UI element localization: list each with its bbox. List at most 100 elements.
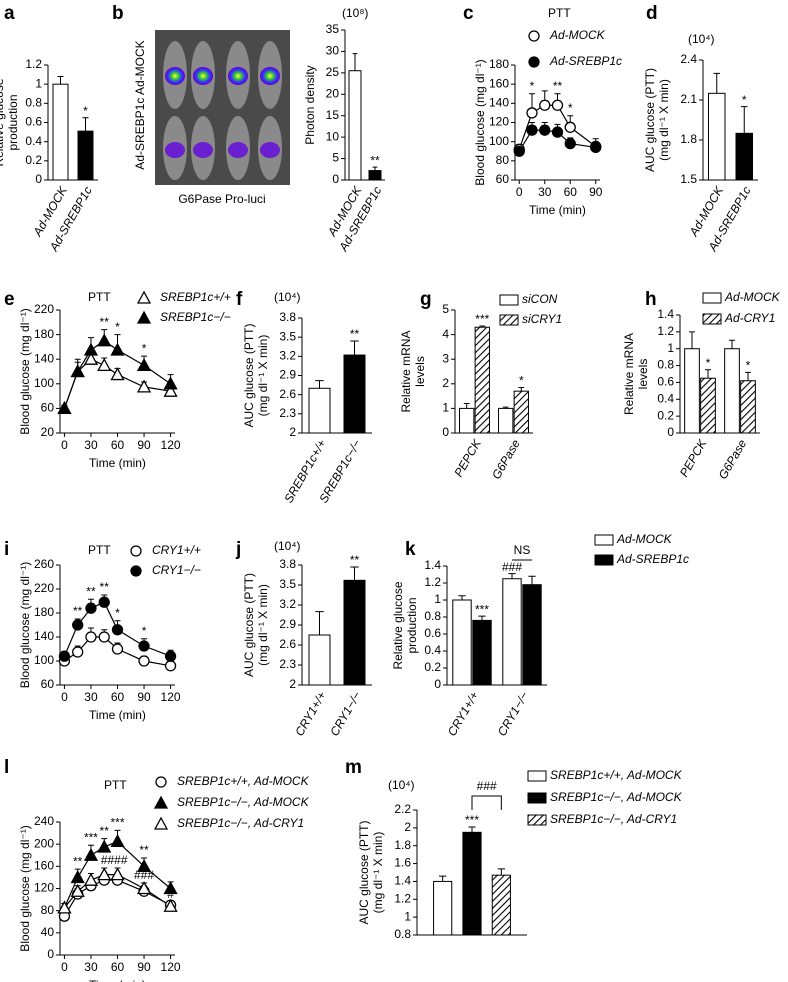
marker <box>83 872 99 886</box>
legend-label: CRY1−/− <box>152 563 201 577</box>
error-bar <box>705 369 711 379</box>
y-tick-label: 2.9 <box>279 368 296 382</box>
legend-marker <box>528 56 540 68</box>
bracket <box>471 795 502 810</box>
marker <box>83 847 99 861</box>
bar <box>452 599 472 686</box>
y-tick-label: 100 <box>34 653 54 667</box>
bar <box>491 874 511 936</box>
x-tick-label: PEPCK <box>451 436 484 479</box>
marker <box>98 631 110 643</box>
bar <box>724 348 740 434</box>
image-side-label: Ad-SREBP1c Ad-MOCK <box>133 40 147 169</box>
y-tick-label: 2.1 <box>680 92 697 106</box>
legend-swatch <box>499 314 519 326</box>
y-axis-label: (mg dl⁻¹ X min) <box>371 832 385 914</box>
significance-label: * <box>530 79 535 93</box>
legend-label: Ad-MOCK <box>616 532 673 546</box>
y-tick-label: 1.2 <box>25 57 42 71</box>
error-bar <box>439 875 447 882</box>
y-tick-label: 1.4 <box>424 558 441 572</box>
marker <box>97 839 112 853</box>
x-tick-label: 60 <box>564 185 578 199</box>
x-axis-label: Time (min) <box>89 978 146 982</box>
bar <box>522 584 542 686</box>
legend-label: SREBP1c−/−, Ad-MOCK <box>550 790 683 804</box>
legend-swatch <box>499 294 519 306</box>
bar <box>308 387 331 434</box>
bar <box>77 130 94 181</box>
significance-label: * <box>115 606 120 620</box>
marker <box>85 631 97 643</box>
y-tick-label: 0 <box>667 425 674 439</box>
y-tick-label: 3.8 <box>279 310 296 324</box>
legend-label: Ad-MOCK <box>549 28 606 42</box>
panel-letter: d <box>646 3 658 24</box>
marker <box>57 900 72 914</box>
bar <box>348 70 362 181</box>
y-tick-label: 3 <box>442 351 449 365</box>
significance-label: * <box>142 341 147 355</box>
y-tick-label: 25 <box>326 65 340 79</box>
x-tick-label: G6Pase <box>489 437 523 482</box>
y-tick-label: 3.2 <box>279 349 296 363</box>
x-tick-label: 120 <box>161 690 181 704</box>
marker <box>110 867 125 881</box>
y-tick-label: 20 <box>326 86 340 100</box>
panel-letter: c <box>463 3 474 24</box>
legend-marker <box>130 565 142 577</box>
x-tick-label: 120 <box>161 438 181 452</box>
marker <box>526 107 538 119</box>
error-bar <box>315 380 324 389</box>
scale-label: (10⁸) <box>342 6 368 20</box>
legend-label: SREBP1c+/+, Ad-MOCK <box>177 774 310 788</box>
marker <box>57 401 72 415</box>
y-tick-label: 3.5 <box>279 329 296 343</box>
bracket-label: ### <box>477 779 497 793</box>
legend-swatch <box>702 313 722 325</box>
y-tick-label: 140 <box>34 351 54 365</box>
y-tick-label: 2.3 <box>279 657 296 671</box>
y-tick-label: 3.8 <box>279 557 296 571</box>
x-tick-label: CRY1+/+ <box>292 689 329 738</box>
y-tick-label: 20 <box>41 425 55 439</box>
legend-label: SREBP1c−/−, Ad-MOCK <box>177 795 310 809</box>
error-bar <box>502 406 509 409</box>
significance-label: ** <box>139 843 149 857</box>
significance-label: * <box>519 374 524 388</box>
y-tick-label: 220 <box>34 581 54 595</box>
chart-title: PTT <box>88 290 111 304</box>
panel-letter: g <box>420 289 432 310</box>
chart-title: PTT <box>104 778 127 792</box>
bar <box>308 634 331 686</box>
legend-label: Ad-MOCK <box>724 290 781 304</box>
legend-label: Ad-SREBP1c <box>549 54 622 68</box>
bar <box>462 831 482 936</box>
bar <box>368 170 382 181</box>
x-tick-label: 0 <box>61 960 68 974</box>
y-tick-label: 2.4 <box>680 52 697 66</box>
marker <box>551 126 564 138</box>
y-axis-label: Relative glucose <box>391 581 405 669</box>
y-tick-label: 10 <box>326 129 340 143</box>
y-tick-label: 60 <box>496 172 510 186</box>
legend-marker <box>153 816 169 830</box>
marker <box>164 650 177 662</box>
marker <box>551 99 564 111</box>
legend-marker <box>136 310 152 324</box>
error-bar <box>350 566 359 581</box>
legend-swatch <box>527 792 547 804</box>
error-bar <box>372 166 378 171</box>
error-bar <box>57 76 64 85</box>
panel-letter: i <box>4 539 9 560</box>
x-axis-label: Time (min) <box>89 708 146 722</box>
y-tick-label: 0 <box>35 172 42 186</box>
significance-label: * <box>742 93 747 107</box>
marker <box>163 898 178 912</box>
y-tick-label: 80 <box>41 903 55 917</box>
y-axis-label: levels <box>413 356 427 387</box>
marker <box>539 124 551 136</box>
y-axis-label: (mg dl⁻¹ X min) <box>657 79 671 161</box>
bar <box>472 619 492 686</box>
x-tick-label: G6Pase <box>716 437 750 482</box>
